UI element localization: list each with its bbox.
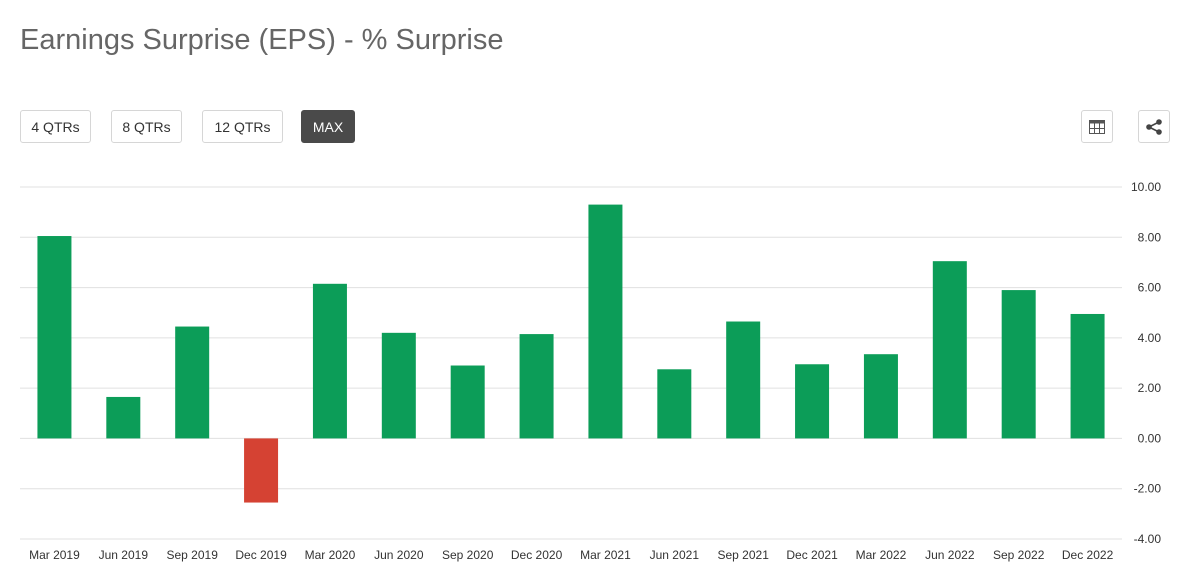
share-button[interactable]	[1138, 110, 1170, 143]
bar[interactable]	[37, 236, 72, 439]
y-tick-label: 6.00	[1138, 281, 1162, 295]
x-tick-label: Sep 2020	[442, 548, 494, 562]
x-tick-label: Mar 2019	[29, 548, 80, 562]
bar[interactable]	[450, 365, 485, 439]
range-8-qtrs-button[interactable]: 8 QTRs	[111, 110, 182, 143]
table-view-button[interactable]	[1081, 110, 1113, 143]
bar[interactable]	[932, 261, 967, 439]
x-tick-label: Dec 2022	[1062, 548, 1114, 562]
x-tick-label: Jun 2022	[925, 548, 975, 562]
bar[interactable]	[657, 369, 692, 439]
y-tick-label: 2.00	[1138, 381, 1162, 395]
table-icon	[1089, 119, 1105, 134]
y-tick-label: -2.00	[1134, 482, 1162, 496]
bar[interactable]	[519, 334, 554, 439]
bar[interactable]	[312, 283, 347, 439]
x-tick-label: Mar 2021	[580, 548, 631, 562]
y-tick-label: 10.00	[1131, 180, 1161, 194]
bar[interactable]	[726, 321, 761, 439]
bar[interactable]	[863, 354, 898, 439]
bar[interactable]	[588, 204, 623, 439]
x-tick-label: Mar 2020	[305, 548, 356, 562]
bar[interactable]	[244, 438, 279, 503]
bar[interactable]	[106, 396, 141, 439]
x-tick-label: Jun 2019	[99, 548, 149, 562]
y-tick-label: -4.00	[1134, 532, 1162, 546]
bar[interactable]	[175, 326, 210, 439]
x-tick-label: Sep 2021	[717, 548, 769, 562]
bar[interactable]	[381, 332, 416, 439]
x-tick-label: Dec 2020	[511, 548, 563, 562]
x-tick-label: Jun 2021	[650, 548, 700, 562]
x-tick-label: Dec 2021	[786, 548, 838, 562]
y-tick-label: 4.00	[1138, 331, 1162, 345]
page-title: Earnings Surprise (EPS) - % Surprise	[20, 24, 504, 56]
x-tick-label: Sep 2022	[993, 548, 1045, 562]
y-tick-label: 8.00	[1138, 230, 1162, 244]
x-tick-label: Mar 2022	[856, 548, 907, 562]
share-icon	[1146, 118, 1162, 135]
range-max-button[interactable]: MAX	[301, 110, 355, 143]
x-tick-label: Sep 2019	[166, 548, 218, 562]
bar[interactable]	[795, 364, 830, 439]
bar[interactable]	[1070, 313, 1105, 439]
bar[interactable]	[1001, 290, 1036, 439]
x-tick-label: Jun 2020	[374, 548, 424, 562]
x-tick-label: Dec 2019	[235, 548, 287, 562]
range-4-qtrs-button[interactable]: 4 QTRs	[20, 110, 91, 143]
y-tick-label: 0.00	[1138, 431, 1162, 445]
range-12-qtrs-button[interactable]: 12 QTRs	[202, 110, 283, 143]
